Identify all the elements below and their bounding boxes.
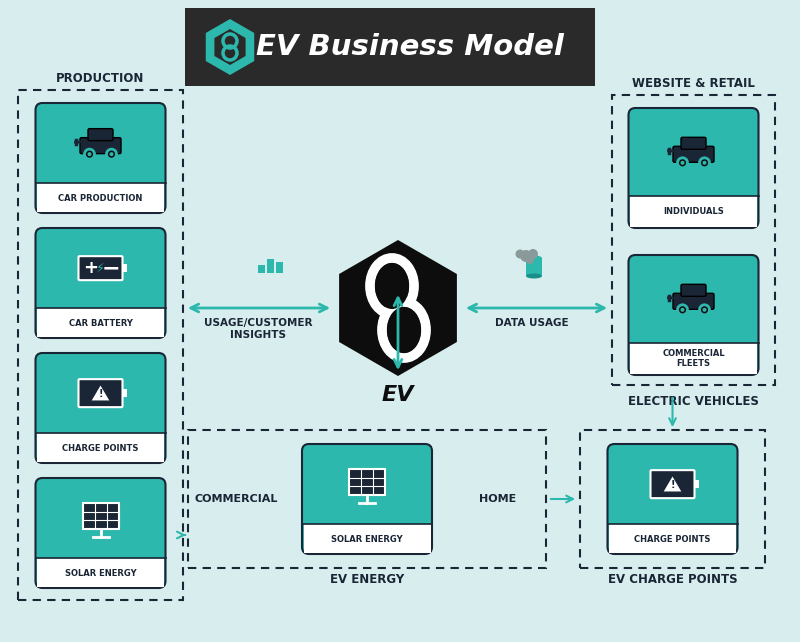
Circle shape	[699, 158, 710, 168]
Text: USAGE/CUSTOMER
INSIGHTS: USAGE/CUSTOMER INSIGHTS	[204, 318, 312, 340]
Text: HOME: HOME	[479, 494, 517, 504]
Bar	[526, 258, 542, 264]
FancyBboxPatch shape	[302, 444, 432, 554]
FancyBboxPatch shape	[673, 146, 714, 162]
FancyBboxPatch shape	[35, 478, 166, 588]
Circle shape	[515, 250, 525, 259]
Bar	[276, 262, 283, 273]
Text: CAR PRODUCTION: CAR PRODUCTION	[58, 194, 142, 203]
Text: COMMERCIAL: COMMERCIAL	[194, 494, 278, 504]
Ellipse shape	[387, 307, 421, 353]
Bar	[694, 480, 698, 488]
Text: SOLAR ENERGY: SOLAR ENERGY	[65, 569, 136, 578]
Circle shape	[526, 256, 534, 264]
Text: EV CHARGE POINTS: EV CHARGE POINTS	[608, 573, 738, 586]
Text: EV: EV	[382, 385, 414, 405]
Bar	[37, 433, 164, 462]
Circle shape	[681, 160, 685, 165]
Circle shape	[110, 152, 114, 156]
Text: DATA USAGE: DATA USAGE	[495, 318, 569, 328]
Bar	[258, 265, 265, 273]
Text: PRODUCTION: PRODUCTION	[56, 72, 145, 85]
Circle shape	[85, 149, 94, 159]
Ellipse shape	[375, 263, 409, 309]
Circle shape	[667, 295, 672, 300]
Bar	[526, 270, 542, 276]
Bar	[609, 525, 736, 553]
Polygon shape	[206, 19, 254, 75]
Circle shape	[699, 305, 710, 315]
Circle shape	[667, 148, 672, 153]
Circle shape	[678, 158, 687, 168]
FancyBboxPatch shape	[673, 293, 714, 309]
Text: CAR BATTERY: CAR BATTERY	[69, 318, 133, 327]
Circle shape	[106, 149, 117, 159]
FancyBboxPatch shape	[629, 255, 758, 375]
Bar	[630, 343, 757, 374]
Bar	[122, 264, 126, 272]
Text: ELECTRIC VEHICLES: ELECTRIC VEHICLES	[628, 395, 759, 408]
Text: !: !	[98, 389, 102, 399]
Text: CHARGE POINTS: CHARGE POINTS	[62, 444, 138, 453]
Circle shape	[74, 140, 79, 144]
Text: +: +	[83, 259, 98, 277]
Ellipse shape	[370, 258, 414, 314]
Text: COMMERCIAL
FLEETS: COMMERCIAL FLEETS	[662, 349, 725, 369]
Bar	[349, 469, 385, 495]
Ellipse shape	[526, 256, 542, 261]
Ellipse shape	[526, 268, 542, 272]
FancyBboxPatch shape	[629, 108, 758, 228]
Bar	[580, 430, 765, 568]
Bar	[122, 389, 126, 397]
Bar	[630, 196, 757, 227]
Bar	[267, 259, 274, 273]
FancyBboxPatch shape	[35, 228, 166, 338]
Text: EV ENERGY: EV ENERGY	[330, 573, 404, 586]
FancyBboxPatch shape	[607, 444, 738, 554]
Text: SOLAR ENERGY: SOLAR ENERGY	[331, 535, 403, 544]
Text: CHARGE POINTS: CHARGE POINTS	[634, 535, 710, 544]
Polygon shape	[662, 475, 682, 492]
Bar	[612, 95, 775, 385]
Ellipse shape	[526, 273, 542, 279]
Bar	[37, 559, 164, 587]
Circle shape	[678, 305, 687, 315]
Bar	[185, 8, 595, 86]
FancyBboxPatch shape	[35, 103, 166, 213]
Text: EV Business Model: EV Business Model	[256, 33, 564, 61]
Text: !: !	[670, 480, 674, 490]
FancyBboxPatch shape	[78, 256, 122, 280]
Text: WEBSITE & RETAIL: WEBSITE & RETAIL	[632, 77, 755, 90]
Bar	[18, 90, 183, 600]
Text: INDIVIDUALS: INDIVIDUALS	[663, 207, 724, 216]
FancyBboxPatch shape	[80, 137, 121, 153]
FancyBboxPatch shape	[681, 284, 706, 297]
Text: −: −	[101, 258, 120, 278]
Polygon shape	[339, 240, 457, 376]
Ellipse shape	[382, 302, 426, 358]
Polygon shape	[90, 384, 110, 401]
FancyBboxPatch shape	[681, 137, 706, 150]
Circle shape	[528, 249, 538, 259]
FancyBboxPatch shape	[650, 470, 694, 498]
Circle shape	[87, 152, 91, 156]
Bar	[82, 503, 118, 529]
Bar	[37, 308, 164, 336]
Circle shape	[681, 308, 685, 312]
FancyBboxPatch shape	[78, 379, 122, 407]
Text: ⚡: ⚡	[96, 262, 105, 275]
Bar	[37, 184, 164, 211]
Bar	[526, 264, 542, 270]
FancyBboxPatch shape	[35, 353, 166, 463]
Bar	[188, 430, 546, 568]
Circle shape	[702, 308, 706, 312]
Circle shape	[520, 250, 532, 262]
Circle shape	[702, 160, 706, 165]
FancyBboxPatch shape	[88, 128, 113, 141]
Ellipse shape	[526, 261, 542, 266]
Polygon shape	[214, 29, 246, 65]
Bar	[303, 525, 430, 553]
